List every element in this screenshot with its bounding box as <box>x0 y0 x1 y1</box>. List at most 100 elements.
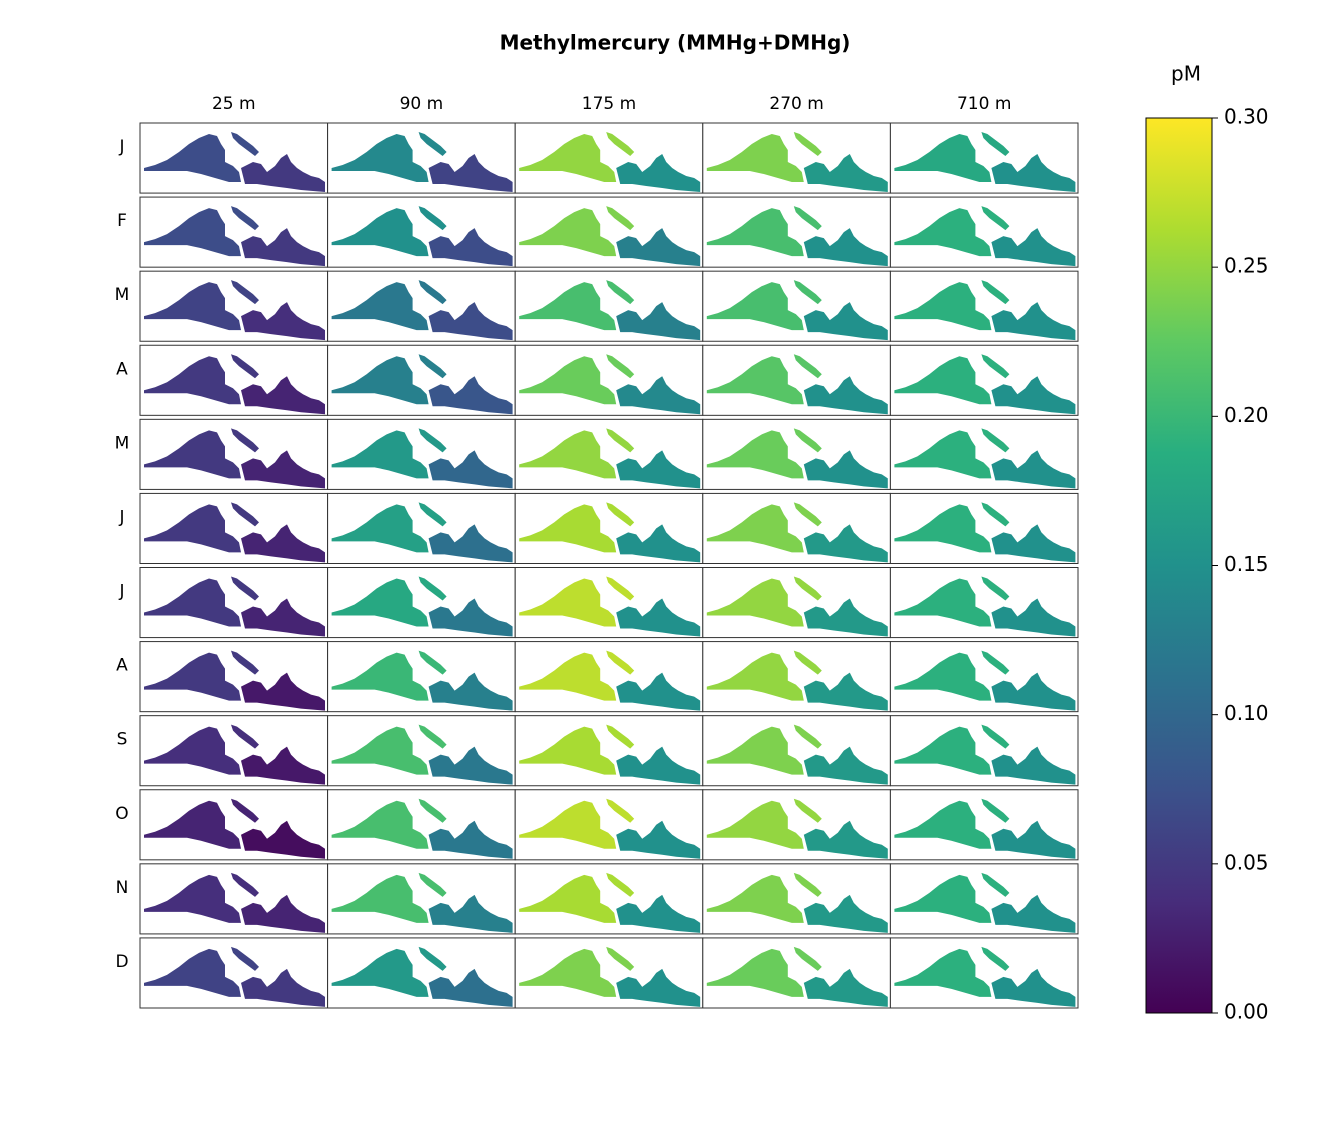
map-panel <box>894 872 1076 933</box>
colorbar-tick-label: 0.10 <box>1224 701 1269 725</box>
map-panel <box>894 132 1076 192</box>
east-basin <box>428 598 513 637</box>
map-panel <box>331 724 513 785</box>
east-basin <box>428 154 513 192</box>
east-basin <box>991 598 1076 637</box>
map-panel <box>706 576 888 637</box>
map-panel <box>144 354 325 415</box>
map-panel <box>706 872 888 933</box>
east-basin <box>241 746 325 785</box>
west-basin <box>894 650 1010 701</box>
east-basin <box>991 820 1076 859</box>
west-basin <box>519 354 635 405</box>
west-basin <box>331 650 447 701</box>
row-label: S <box>117 730 128 750</box>
east-basin <box>616 524 701 563</box>
row-label: O <box>115 804 128 824</box>
map-panel <box>144 650 325 711</box>
east-basin <box>428 968 513 1007</box>
west-basin <box>894 798 1010 849</box>
row-label: J <box>118 137 124 157</box>
west-basin <box>331 946 447 997</box>
west-basin <box>144 946 259 997</box>
map-panel <box>331 354 513 415</box>
row-label: D <box>115 952 128 972</box>
colorbar-tick-label: 0.15 <box>1224 552 1269 576</box>
west-basin <box>706 650 822 701</box>
map-panel <box>706 502 888 563</box>
row-label: A <box>116 359 128 379</box>
west-basin <box>144 502 259 553</box>
west-basin <box>894 206 1010 257</box>
map-panel <box>706 354 888 415</box>
colorbar-tick-label: 0.00 <box>1224 1000 1269 1024</box>
west-basin <box>519 132 635 182</box>
west-basin <box>331 132 447 182</box>
map-panel <box>331 798 513 859</box>
east-basin <box>803 820 888 859</box>
west-basin <box>519 502 635 553</box>
map-panel <box>144 206 325 267</box>
east-basin <box>991 376 1076 415</box>
column-label: 710 m <box>957 94 1011 114</box>
west-basin <box>894 280 1010 331</box>
west-basin <box>894 132 1010 182</box>
east-basin <box>991 154 1076 192</box>
map-panel <box>144 502 325 563</box>
west-basin <box>331 502 447 553</box>
east-basin <box>803 302 888 341</box>
map-panel <box>894 502 1076 563</box>
east-basin <box>241 524 325 563</box>
east-basin <box>991 450 1076 489</box>
east-basin <box>241 302 325 341</box>
map-panel <box>519 354 701 415</box>
row-label: J <box>118 582 124 602</box>
west-basin <box>706 132 822 182</box>
east-basin <box>428 450 513 489</box>
west-basin <box>894 724 1010 775</box>
east-basin <box>241 968 325 1007</box>
map-panel <box>519 206 701 267</box>
map-panel <box>331 946 513 1007</box>
east-basin <box>241 228 325 267</box>
map-panel <box>894 798 1076 859</box>
west-basin <box>894 354 1010 405</box>
east-basin <box>803 154 888 192</box>
map-panel <box>331 650 513 711</box>
east-basin <box>991 228 1076 267</box>
map-panel <box>894 206 1076 267</box>
east-basin <box>803 894 888 933</box>
colorbar-tick-label: 0.05 <box>1224 850 1269 874</box>
west-basin <box>894 576 1010 627</box>
map-panel <box>144 724 325 785</box>
east-basin <box>616 894 701 933</box>
map-panel <box>519 576 701 637</box>
west-basin <box>706 428 822 479</box>
row-label: A <box>116 656 128 676</box>
map-panel <box>894 946 1076 1007</box>
east-basin <box>991 672 1076 711</box>
map-panel <box>331 428 513 489</box>
west-basin <box>144 428 259 479</box>
east-basin <box>616 746 701 785</box>
west-basin <box>144 650 259 701</box>
map-panel <box>331 206 513 267</box>
map-panel <box>894 428 1076 489</box>
east-basin <box>241 894 325 933</box>
map-panel <box>894 576 1076 637</box>
west-basin <box>706 946 822 997</box>
west-basin <box>331 576 447 627</box>
west-basin <box>706 798 822 849</box>
east-basin <box>803 228 888 267</box>
row-label: M <box>115 433 130 453</box>
colorbar-tick-label: 0.30 <box>1224 105 1269 129</box>
map-panel <box>894 650 1076 711</box>
map-panel <box>519 650 701 711</box>
west-basin <box>331 428 447 479</box>
map-panel <box>894 280 1076 341</box>
colorbar-label: pM <box>1171 62 1201 86</box>
west-basin <box>331 280 447 331</box>
west-basin <box>519 798 635 849</box>
